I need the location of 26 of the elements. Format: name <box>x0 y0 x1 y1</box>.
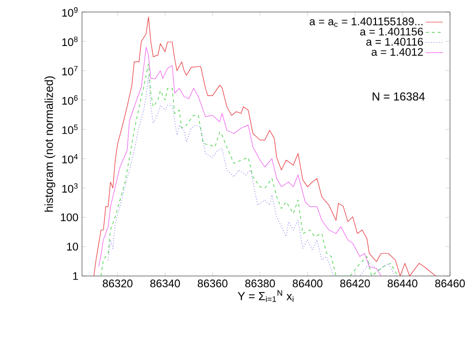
y-tick-label: 10$^{8}$ <box>62 36 78 46</box>
y-tick-label: 10$^{5}$ <box>62 124 78 134</box>
annotation: N = 16384 <box>372 92 425 101</box>
y-tick-label: 100 <box>60 213 78 222</box>
x-axis-title: Y = Σ$_{i=1}$$^{N}$ x$_{i}$ <box>238 290 294 302</box>
y-tick-label: 10$^{9}$ <box>62 7 78 17</box>
x-tick-label: 86340 <box>150 280 180 288</box>
x-tick-label: 86320 <box>102 280 132 288</box>
x-tick-label: 86380 <box>245 280 275 288</box>
x-tick-label: 86400 <box>292 280 322 288</box>
legend-label: a = 1.40116 <box>366 38 423 46</box>
line-series <box>94 16 436 276</box>
y-tick-label: 10$^{4}$ <box>62 154 78 164</box>
y-tick-label: 1 <box>73 272 78 280</box>
legend-label: a = 1.401156 <box>360 28 423 36</box>
y-tick-label: 10 <box>67 242 78 251</box>
x-tick-label: 86440 <box>388 280 418 288</box>
y-axis-title: histogram (not normalized) <box>44 76 56 212</box>
x-tick-label: 86420 <box>340 280 370 288</box>
x-tick-label: 86460 <box>435 280 465 288</box>
legend-label: a = 1.4012 <box>372 48 423 56</box>
legend-label: a = a$_{c}$ = 1.401155189... <box>310 18 422 27</box>
y-tick-label: 10$^{6}$ <box>62 95 78 105</box>
x-tick-label: 86360 <box>198 280 228 288</box>
y-tick-label: 10$^{7}$ <box>62 66 78 76</box>
y-tick-label: 10$^{3}$ <box>62 183 78 193</box>
